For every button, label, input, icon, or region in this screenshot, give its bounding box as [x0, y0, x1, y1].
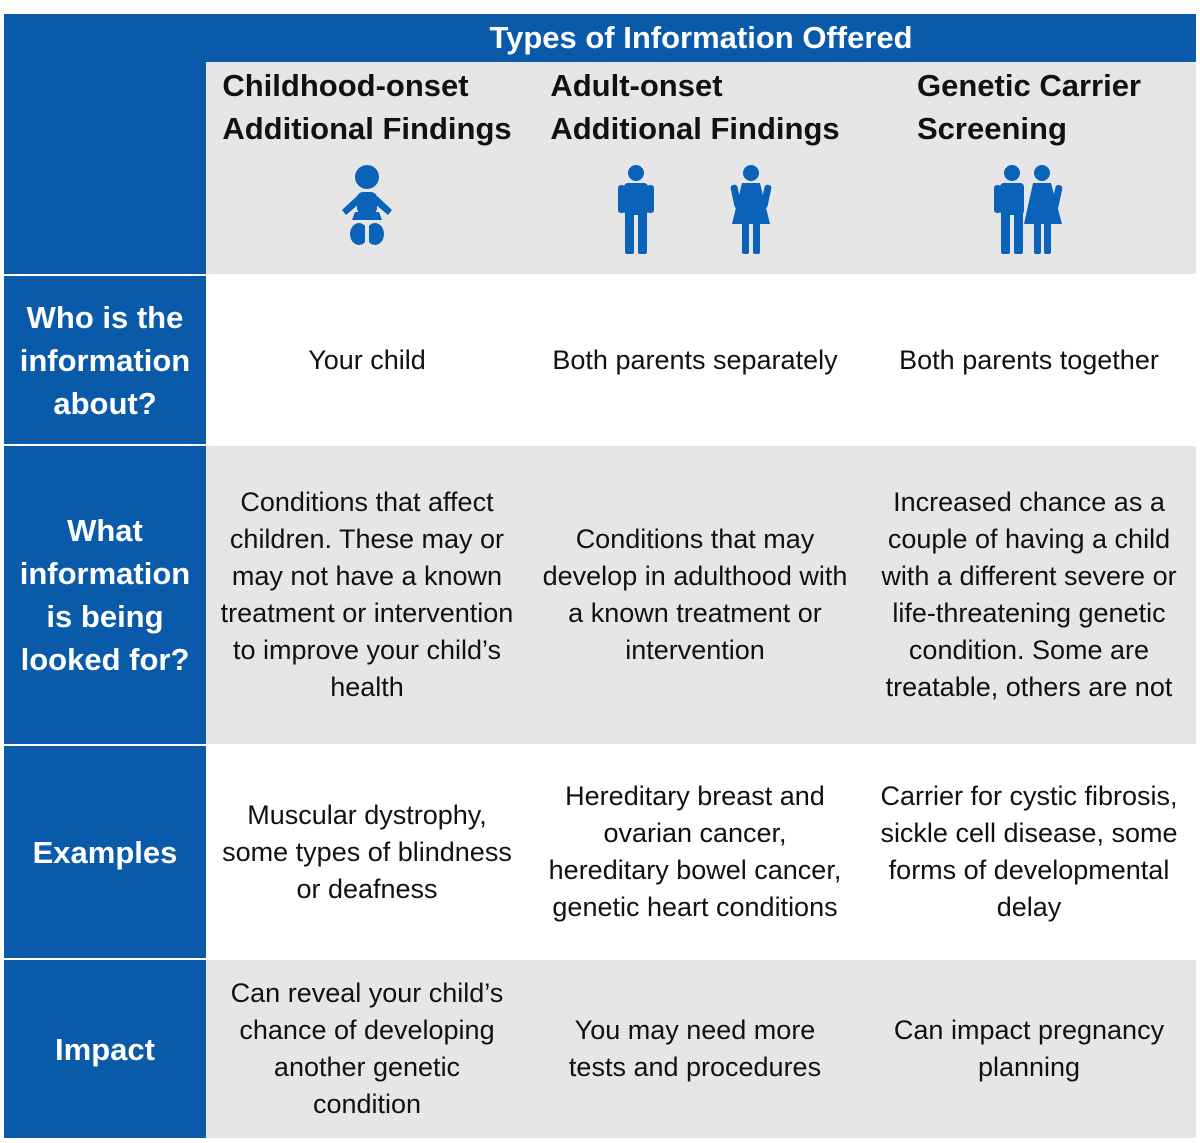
cell-text: Can impact pregnancy planning [893, 1015, 1165, 1082]
header-title: Types of Information Offered [489, 20, 913, 55]
row-label-text: Who is the information about? [19, 299, 191, 421]
cell-text: Increased chance as a couple of having a… [881, 487, 1177, 702]
column-header-carrier: Genetic Carrier Screening [862, 64, 1196, 274]
table-cell: Conditions that affect children. These m… [206, 446, 528, 744]
row-label-text: Examples [32, 834, 178, 870]
row-label-examples: Examples [4, 746, 206, 958]
table-cell: Can reveal your child’s chance of develo… [206, 960, 528, 1138]
cell-text: Hereditary breast and ovarian cancer, he… [548, 781, 842, 922]
icon-group [616, 164, 774, 254]
table-cell: You may need more tests and procedures [528, 960, 862, 1138]
table-cell: Increased chance as a couple of having a… [862, 446, 1196, 744]
woman-icon [728, 164, 774, 254]
table-cell: Both parents separately [528, 276, 862, 444]
column-title-line1: Adult-onset [550, 68, 723, 103]
column-header-adult: Adult-onset Additional Findings [528, 64, 862, 274]
couple-icon [992, 164, 1066, 254]
table-cell: Your child [206, 276, 528, 444]
cell-text: Conditions that may develop in adulthood… [542, 524, 848, 665]
column-title-line2: Additional Findings [550, 111, 840, 146]
corner-cell [4, 14, 206, 274]
row-label-impact: Impact [4, 960, 206, 1138]
cell-text: You may need more tests and procedures [568, 1015, 822, 1082]
baby-icon [338, 164, 396, 246]
row-label-what: What information is being looked for? [4, 446, 206, 744]
column-title: Childhood-onset Additional Findings [222, 64, 511, 150]
table-cell: Conditions that may develop in adulthood… [528, 446, 862, 744]
table-cell: Carrier for cystic fibrosis, sickle cell… [862, 746, 1196, 958]
row-label-text: Impact [55, 1031, 155, 1067]
cell-text: Both parents separately [552, 344, 838, 375]
column-title-line2: Additional Findings [222, 111, 512, 146]
column-title-line2: Screening [917, 111, 1067, 146]
cell-text: Your child [308, 344, 426, 375]
icon-group [992, 164, 1066, 254]
cell-text: Muscular dystrophy, some types of blindn… [222, 799, 512, 904]
cell-text: Can reveal your child’s chance of develo… [230, 978, 504, 1119]
column-title: Genetic Carrier Screening [917, 64, 1141, 150]
cell-text: Carrier for cystic fibrosis, sickle cell… [880, 781, 1178, 922]
icon-group [338, 164, 396, 246]
column-title: Adult-onset Additional Findings [550, 64, 839, 150]
cell-text: Conditions that affect children. These m… [220, 487, 514, 702]
column-title-line1: Genetic Carrier [917, 68, 1141, 103]
header-bar: Types of Information Offered [206, 14, 1196, 62]
column-title-line1: Childhood-onset [222, 68, 469, 103]
man-icon [616, 164, 656, 254]
table-cell: Hereditary breast and ovarian cancer, he… [528, 746, 862, 958]
column-header-childhood: Childhood-onset Additional Findings [206, 64, 528, 274]
row-label-text: What information is being looked for? [19, 513, 191, 677]
table-cell: Can impact pregnancy planning [862, 960, 1196, 1138]
table-cell: Both parents together [862, 276, 1196, 444]
row-label-who: Who is the information about? [4, 276, 206, 444]
table-cell: Muscular dystrophy, some types of blindn… [206, 746, 528, 958]
cell-text: Both parents together [899, 344, 1159, 375]
